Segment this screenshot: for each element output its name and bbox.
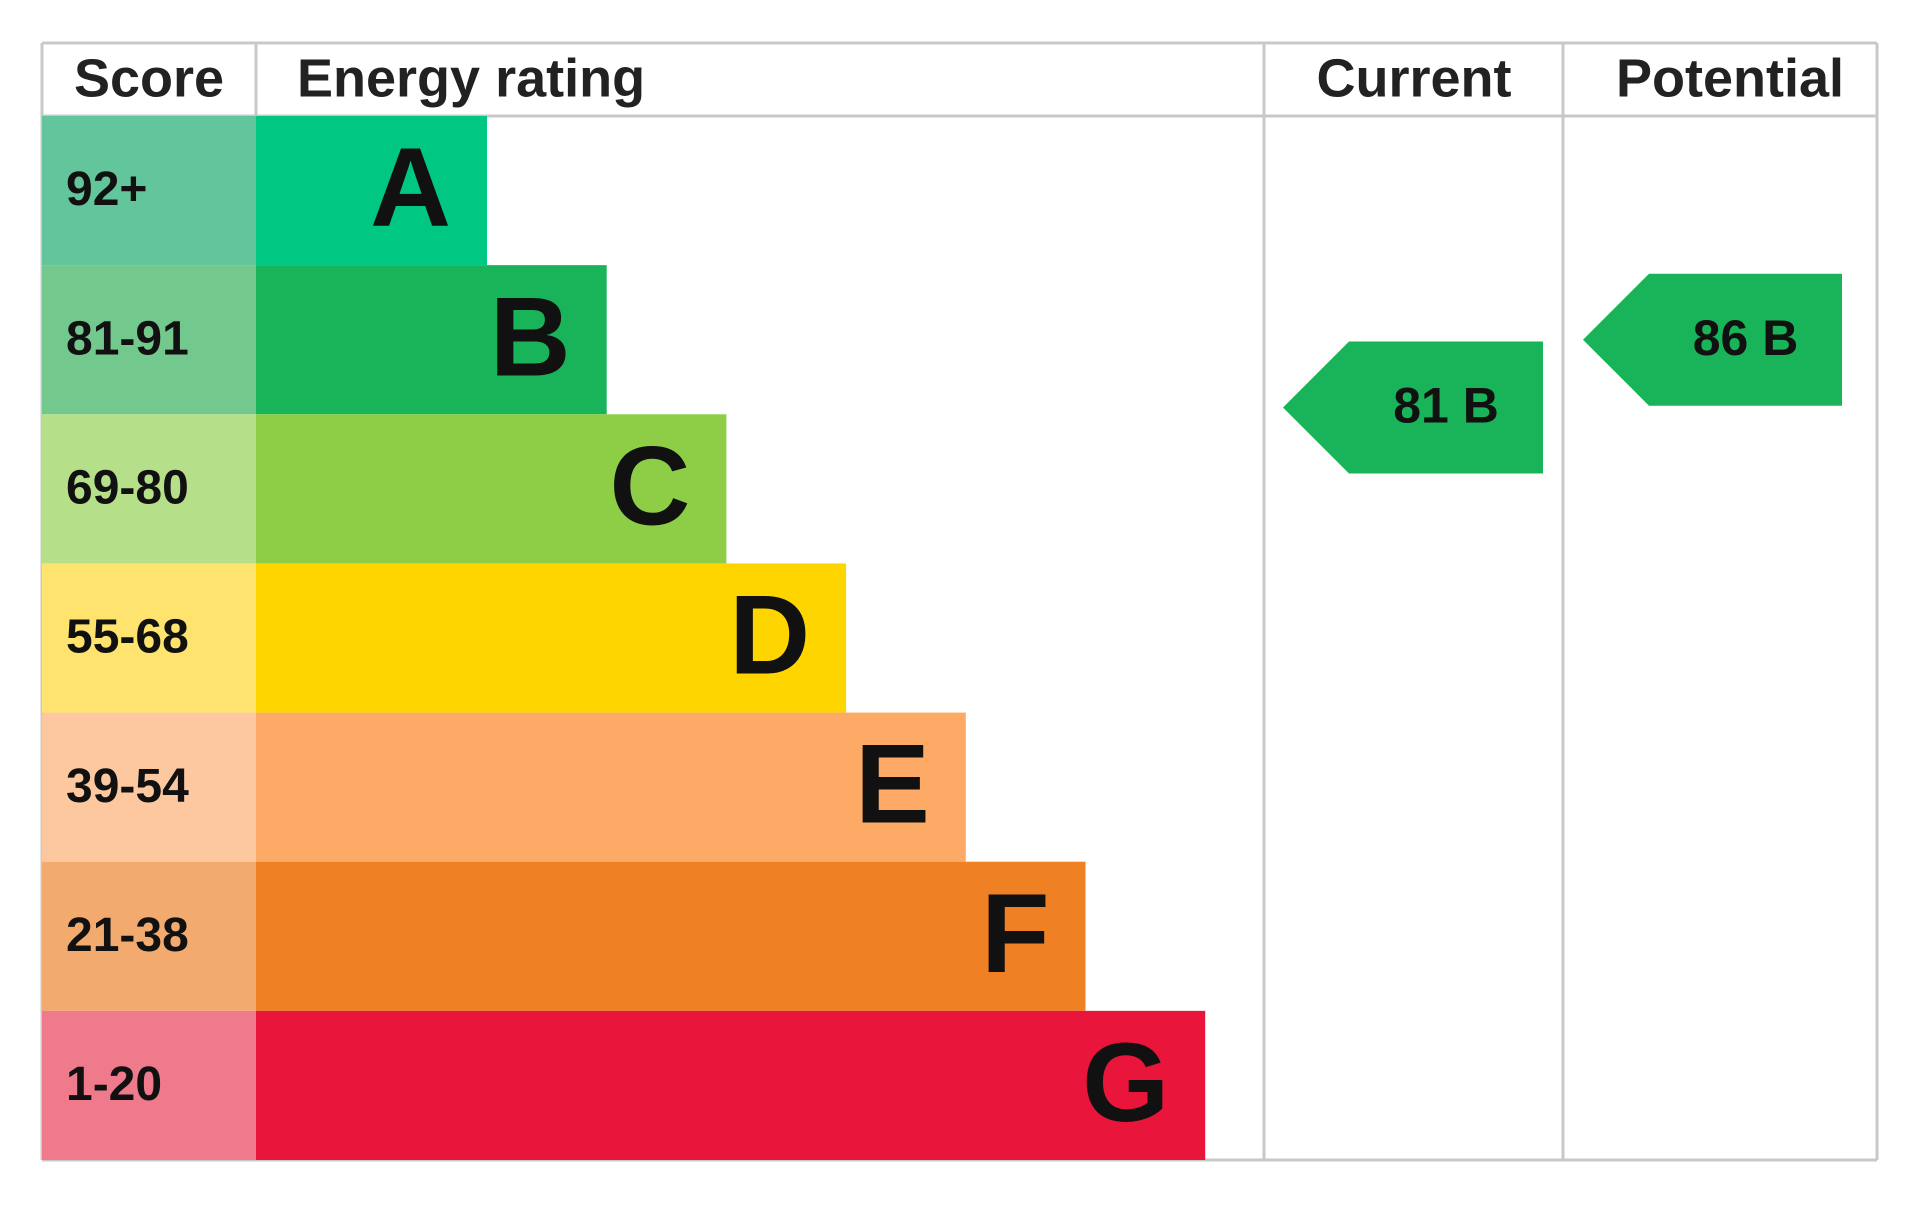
potential-arrow [1583,273,1842,406]
score-range: 21-38 [66,909,189,962]
rating-letter: E [855,722,930,847]
score-range: 39-54 [66,760,189,813]
score-cell [42,116,256,266]
score-range: 69-80 [66,462,189,515]
rating-letter: F [981,871,1049,996]
rating-bar [256,563,847,713]
score-range: 92+ [66,163,147,216]
current-arrow [1283,341,1543,474]
score-range: 55-68 [66,611,189,664]
header-rating: Energy rating [297,48,645,108]
rating-bar [256,712,966,862]
score-range: 81-91 [66,312,189,365]
potential-label: 86 B [1693,310,1799,366]
score-cell [42,861,256,1011]
score-range: 1-20 [66,1058,162,1111]
score-cell [42,265,256,415]
header-score: Score [74,48,224,108]
rating-bar [256,116,487,266]
current-label: 81 B [1393,378,1499,434]
rating-letter: B [490,274,571,399]
rating-bar [256,265,607,415]
score-cell [42,414,256,564]
rating-bar [256,1010,1206,1160]
rating-letter: D [729,573,810,698]
score-cell [42,1010,256,1160]
rating-letter: G [1082,1020,1169,1145]
score-cell [42,563,256,713]
header-potential: Potential [1616,48,1844,108]
score-cell [42,712,256,862]
header-current: Current [1316,48,1511,108]
rating-letter: A [370,125,451,250]
rating-bar [256,861,1086,1011]
rating-letter: C [610,423,691,548]
rating-bar [256,414,727,564]
